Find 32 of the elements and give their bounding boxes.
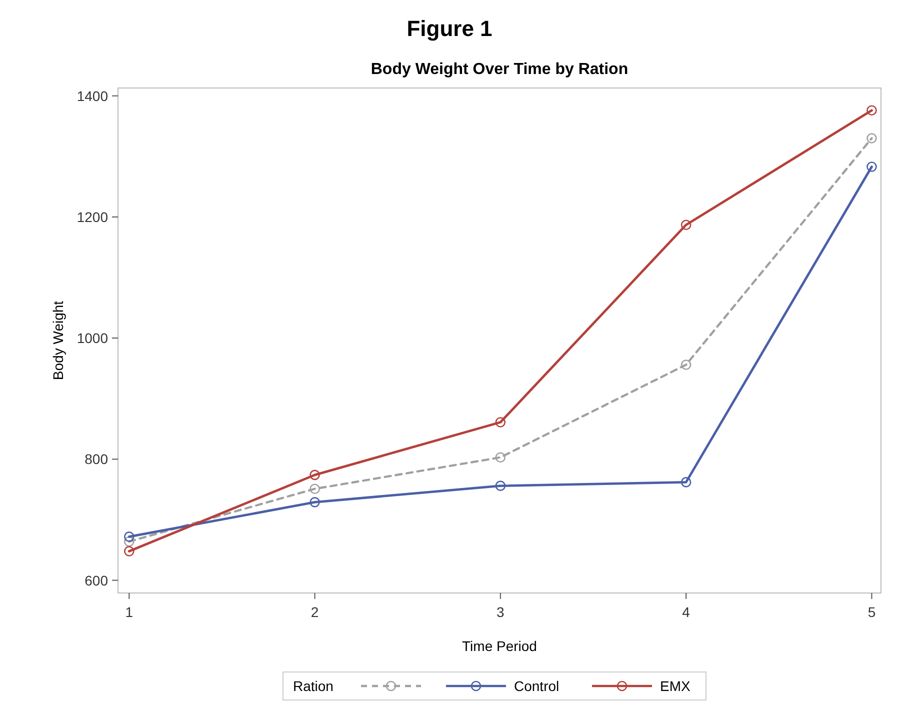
y-tick-label: 1400 [76,88,108,104]
y-tick-label: 1000 [76,330,108,346]
point [310,484,320,494]
x-tick-label: 4 [682,604,690,620]
point [866,162,877,172]
point [495,417,506,428]
x-tick-label: 1 [125,604,134,620]
legend-label: Control [514,678,560,694]
point [495,480,506,491]
point [680,360,692,370]
y-axis-title: Body Weight [50,300,66,380]
y-tick-label: 600 [84,572,108,588]
x-tick-label: 3 [496,604,505,620]
x-axis-title: Time Period [462,638,537,654]
legend-label: EMX [660,678,691,694]
y-tick-label: 1200 [76,208,108,225]
x-tick-label: 5 [868,604,876,620]
point [124,546,134,556]
point [495,452,506,463]
point [310,497,320,508]
point [680,477,692,488]
point [680,220,692,230]
point [124,532,134,542]
y-tick-label: 800 [84,451,108,468]
point [310,470,320,480]
point [124,536,134,547]
point [866,105,877,116]
chart-title: Figure 1 [406,16,492,41]
chart-subtitle: Body Weight Over Time by Ration [370,61,628,78]
legend-title: Ration [293,678,334,694]
point [866,133,877,144]
x-tick-label: 2 [310,604,319,620]
